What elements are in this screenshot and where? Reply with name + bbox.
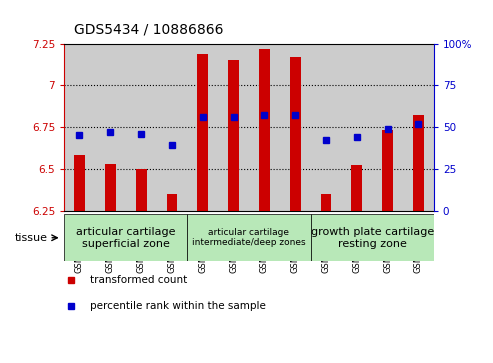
Bar <box>280 44 311 211</box>
Bar <box>64 214 187 261</box>
Bar <box>187 44 218 211</box>
Bar <box>197 54 208 211</box>
Text: tissue: tissue <box>15 233 48 243</box>
Bar <box>382 130 393 211</box>
Bar <box>413 115 424 211</box>
Bar <box>126 44 157 211</box>
Bar <box>290 57 301 211</box>
Bar <box>372 44 403 211</box>
Bar <box>352 166 362 211</box>
Text: articular cartilage
intermediate/deep zones: articular cartilage intermediate/deep zo… <box>192 228 306 248</box>
Bar <box>341 44 372 211</box>
Bar <box>249 44 280 211</box>
Bar <box>218 44 249 211</box>
Text: percentile rank within the sample: percentile rank within the sample <box>90 301 266 311</box>
Bar <box>187 214 311 261</box>
Bar <box>259 49 270 211</box>
Bar <box>157 44 187 211</box>
Bar <box>95 44 126 211</box>
Bar <box>403 44 434 211</box>
Bar <box>105 164 116 211</box>
Text: GDS5434 / 10886866: GDS5434 / 10886866 <box>74 22 223 36</box>
Bar <box>64 44 95 211</box>
Text: transformed count: transformed count <box>90 275 187 285</box>
Bar <box>167 194 177 211</box>
Text: articular cartilage
superficial zone: articular cartilage superficial zone <box>76 227 176 249</box>
Bar <box>228 60 239 211</box>
Bar <box>320 194 331 211</box>
Bar <box>311 214 434 261</box>
Text: growth plate cartilage
resting zone: growth plate cartilage resting zone <box>311 227 434 249</box>
Bar <box>311 44 341 211</box>
Bar <box>136 169 146 211</box>
Bar <box>74 155 85 211</box>
